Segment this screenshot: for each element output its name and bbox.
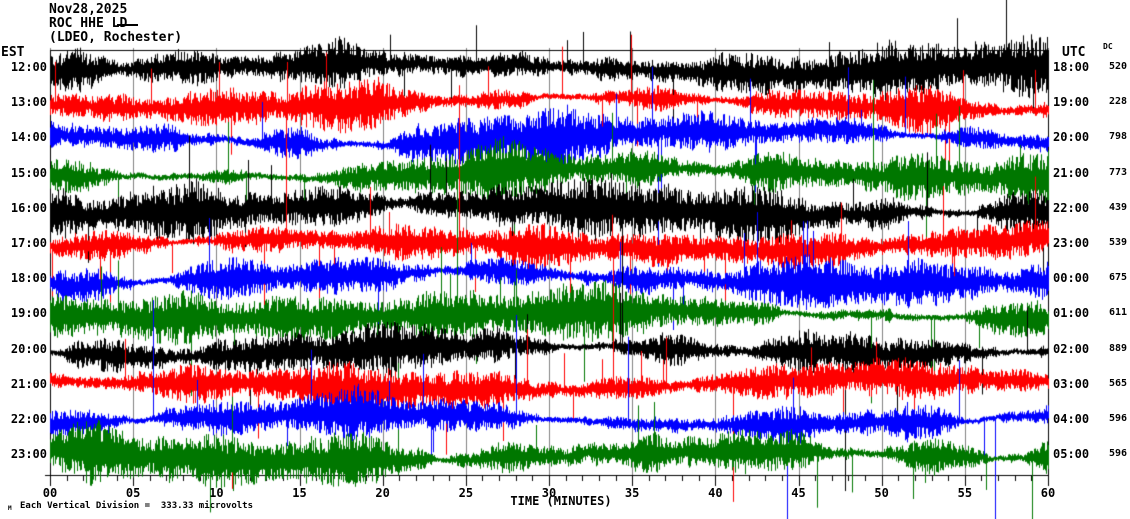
x-axis-tick-label: 60	[1040, 486, 1056, 500]
est-time-label: 15:00	[10, 165, 47, 180]
x-axis-tick-label: 00	[42, 486, 58, 500]
est-time-label: 23:00	[10, 447, 47, 462]
dc-offset-value: 798	[1108, 131, 1127, 143]
est-time-label: 14:00	[10, 130, 47, 145]
header-network-name: (LDEO, Rochester)	[49, 30, 183, 45]
x-axis-tick-label: 10	[209, 486, 224, 500]
x-axis-tick-label: 25	[458, 486, 474, 500]
est-time-label: 20:00	[10, 341, 47, 356]
x-axis-title: TIME (MINUTES)	[510, 494, 612, 508]
est-time-label: 19:00	[10, 306, 47, 321]
est-time-label: 13:00	[10, 95, 47, 110]
header-station-dash	[117, 24, 138, 26]
dc-offset-value: 520	[1108, 61, 1127, 72]
right-axis-title-utc: UTC	[1062, 45, 1086, 60]
x-axis-tick-label: 15	[292, 486, 307, 500]
x-axis-tick-label: 55	[957, 486, 973, 500]
dc-offset-value: 596	[1108, 448, 1127, 460]
dc-offset-value: 228	[1108, 96, 1127, 108]
dc-column-title: DC	[1103, 42, 1113, 51]
scale-note: Each Vertical Division = 333.33 microvol…	[20, 501, 253, 511]
x-axis-tick-label: 50	[874, 486, 889, 500]
dc-offset-value: 596	[1108, 413, 1127, 424]
est-time-label: 21:00	[10, 376, 47, 391]
header-date: Nov28,2025	[49, 2, 128, 17]
dc-offset-value: 675	[1108, 272, 1127, 284]
est-time-label: 22:00	[10, 412, 47, 426]
x-axis-tick-label: 45	[791, 486, 806, 500]
x-axis-tick-label: 40	[708, 486, 723, 500]
header-station-code: ROC HHE LD	[49, 16, 128, 31]
watermark-glyph: M	[8, 505, 12, 512]
x-axis-tick-label: 05	[125, 486, 141, 500]
est-time-label: 17:00	[10, 236, 47, 250]
dc-offset-value: 889	[1108, 342, 1127, 354]
dc-offset-value: 439	[1108, 201, 1127, 213]
est-time-label: 18:00	[10, 271, 47, 286]
x-axis-tick-label: 20	[375, 486, 390, 500]
dc-offset-value: 539	[1108, 237, 1127, 248]
dc-offset-value: 565	[1108, 377, 1127, 389]
est-time-label: 16:00	[10, 200, 47, 215]
dc-offset-value: 611	[1108, 307, 1127, 319]
left-axis-title-est: EST	[1, 45, 25, 60]
dc-offset-value: 773	[1108, 166, 1127, 178]
est-time-label: 12:00	[10, 60, 47, 74]
